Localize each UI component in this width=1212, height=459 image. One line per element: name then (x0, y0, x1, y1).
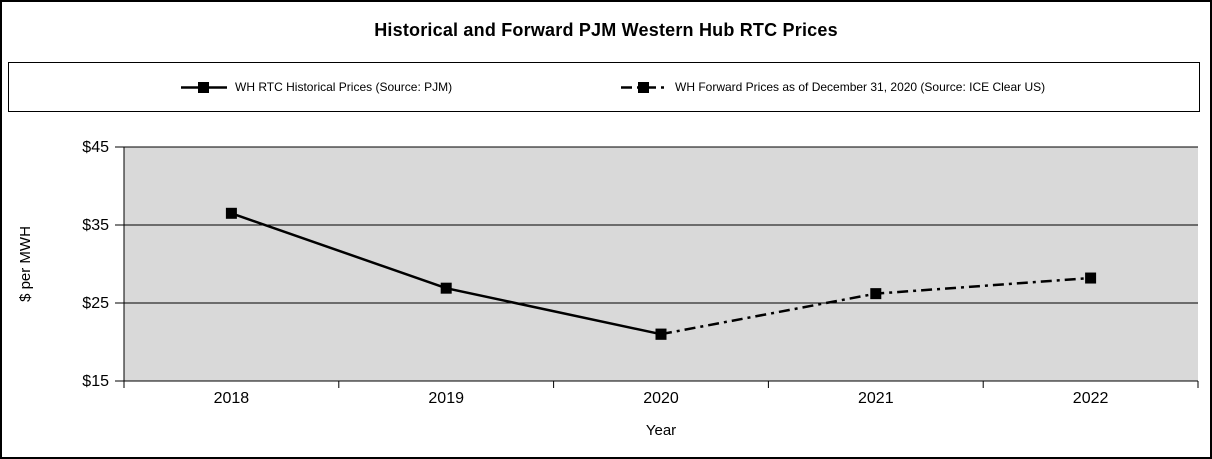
y-tick-label: $15 (82, 373, 109, 390)
plot-area (124, 147, 1198, 381)
legend-entry-forward: WH Forward Prices as of December 31, 202… (621, 63, 1045, 111)
legend-label-forward: WH Forward Prices as of December 31, 202… (675, 80, 1046, 94)
x-tick-label: 2021 (858, 390, 894, 407)
data-point-marker (655, 328, 667, 340)
x-tick-label: 2020 (643, 390, 679, 407)
y-tick-label: $45 (82, 139, 109, 156)
price-line-chart: $15 $25 $35 $45 2018 2019 2020 2021 2022 Year $ pe… (17, 139, 1199, 439)
forward-series-swatch-icon (621, 81, 667, 93)
y-axis-title: $ per MWH (17, 226, 34, 302)
data-point-marker (440, 282, 452, 294)
y-tick-label: $25 (82, 295, 109, 312)
data-point-marker (1085, 272, 1097, 284)
x-tick-label: 2019 (428, 390, 464, 407)
historical-series-swatch-icon (181, 81, 227, 93)
y-tick-label: $35 (82, 217, 109, 234)
data-point-marker (225, 207, 237, 219)
legend-label-historical: WH RTC Historical Prices (Source: PJM) (235, 80, 453, 94)
x-tick-label: 2022 (1073, 390, 1109, 407)
x-tick-label: 2018 (214, 390, 250, 407)
legend: WH RTC Historical Prices (Source: PJM) W… (8, 62, 1200, 112)
data-point-marker (870, 288, 882, 300)
x-axis-title: Year (646, 422, 676, 439)
chart-title: Historical and Forward PJM Western Hub R… (374, 20, 838, 40)
legend-entry-historical: WH RTC Historical Prices (Source: PJM) (181, 63, 452, 111)
